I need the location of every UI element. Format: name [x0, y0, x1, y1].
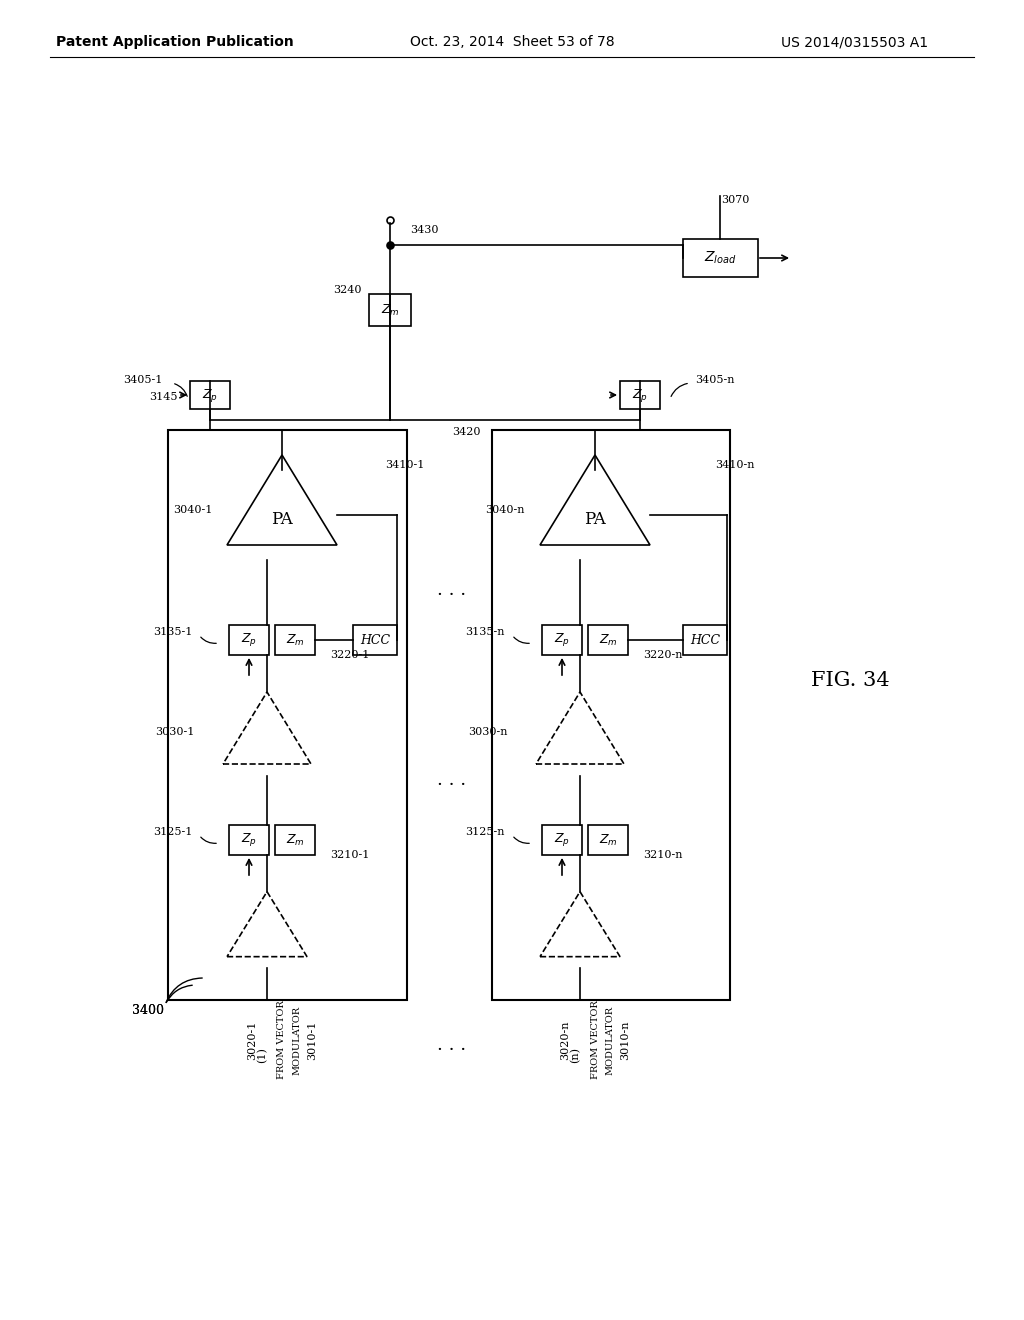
- Bar: [229, 825, 269, 855]
- Text: PA: PA: [584, 511, 606, 528]
- Text: 3210-1: 3210-1: [330, 850, 370, 861]
- Text: 3220-n: 3220-n: [643, 649, 683, 660]
- Text: 3030-1: 3030-1: [156, 727, 195, 737]
- Text: Oct. 23, 2014  Sheet 53 of 78: Oct. 23, 2014 Sheet 53 of 78: [410, 36, 614, 49]
- Bar: [168, 430, 407, 1001]
- Bar: [542, 825, 582, 855]
- Bar: [683, 624, 727, 655]
- Text: 3010-n: 3010-n: [620, 1020, 630, 1060]
- Text: $Z_p$: $Z_p$: [241, 832, 257, 849]
- Text: 3135-1: 3135-1: [153, 627, 193, 638]
- Text: MODULATOR: MODULATOR: [293, 1006, 301, 1074]
- Text: FROM VECTOR: FROM VECTOR: [591, 1001, 599, 1080]
- Text: 3010-1: 3010-1: [307, 1020, 317, 1060]
- Text: 3400: 3400: [132, 1003, 164, 1016]
- Text: 3070: 3070: [721, 195, 750, 205]
- Text: 3220-1: 3220-1: [330, 649, 370, 660]
- Text: HCC: HCC: [360, 634, 390, 647]
- Bar: [369, 294, 411, 326]
- Text: . . .: . . .: [437, 581, 467, 599]
- Text: . . .: . . .: [437, 1036, 467, 1053]
- Text: 3040-n: 3040-n: [485, 506, 525, 515]
- Text: $Z_p$: $Z_p$: [554, 631, 570, 648]
- Text: 3030-n: 3030-n: [469, 727, 508, 737]
- Text: $Z_m$: $Z_m$: [599, 632, 617, 648]
- Bar: [275, 624, 315, 655]
- Text: 3400: 3400: [132, 1003, 164, 1016]
- Text: 3405-n: 3405-n: [695, 375, 734, 385]
- Text: 3410-1: 3410-1: [385, 459, 424, 470]
- Text: $Z_p$: $Z_p$: [202, 387, 218, 404]
- Bar: [620, 381, 660, 409]
- Text: 3135-n: 3135-n: [466, 627, 505, 638]
- Text: 3020-n: 3020-n: [560, 1020, 570, 1060]
- Text: . . .: . . .: [437, 771, 467, 789]
- Text: $Z_m$: $Z_m$: [286, 632, 304, 648]
- Text: $Z_m$: $Z_m$: [286, 833, 304, 847]
- Text: 3240: 3240: [334, 285, 362, 294]
- Bar: [588, 624, 628, 655]
- Bar: [275, 825, 315, 855]
- Text: (n): (n): [569, 1047, 581, 1063]
- Text: Patent Application Publication: Patent Application Publication: [56, 36, 294, 49]
- Text: 3020-1: 3020-1: [247, 1020, 257, 1060]
- Text: $Z_p$: $Z_p$: [241, 631, 257, 648]
- Text: $Z_{load}$: $Z_{load}$: [703, 249, 736, 267]
- Text: (1): (1): [257, 1047, 267, 1063]
- Text: 3040-1: 3040-1: [173, 506, 212, 515]
- Text: $Z_p$: $Z_p$: [554, 832, 570, 849]
- Text: 3145: 3145: [150, 392, 178, 403]
- Bar: [683, 239, 758, 277]
- Text: FIG. 34: FIG. 34: [811, 671, 889, 689]
- Text: 3420: 3420: [452, 426, 480, 437]
- Text: 3125-1: 3125-1: [153, 828, 193, 837]
- Text: PA: PA: [271, 511, 293, 528]
- Text: 3405-1: 3405-1: [123, 375, 162, 385]
- Text: $Z_p$: $Z_p$: [632, 387, 648, 404]
- Bar: [353, 624, 397, 655]
- Text: US 2014/0315503 A1: US 2014/0315503 A1: [781, 36, 929, 49]
- Bar: [588, 825, 628, 855]
- Text: 3210-n: 3210-n: [643, 850, 683, 861]
- Text: HCC: HCC: [690, 634, 720, 647]
- Text: 3125-n: 3125-n: [466, 828, 505, 837]
- Bar: [190, 381, 230, 409]
- Bar: [229, 624, 269, 655]
- Bar: [492, 430, 730, 1001]
- Text: $Z_m$: $Z_m$: [381, 302, 399, 318]
- Text: MODULATOR: MODULATOR: [605, 1006, 614, 1074]
- Bar: [542, 624, 582, 655]
- Text: $Z_m$: $Z_m$: [599, 833, 617, 847]
- Text: 3410-n: 3410-n: [715, 459, 755, 470]
- Text: 3430: 3430: [410, 224, 438, 235]
- Text: FROM VECTOR: FROM VECTOR: [278, 1001, 287, 1080]
